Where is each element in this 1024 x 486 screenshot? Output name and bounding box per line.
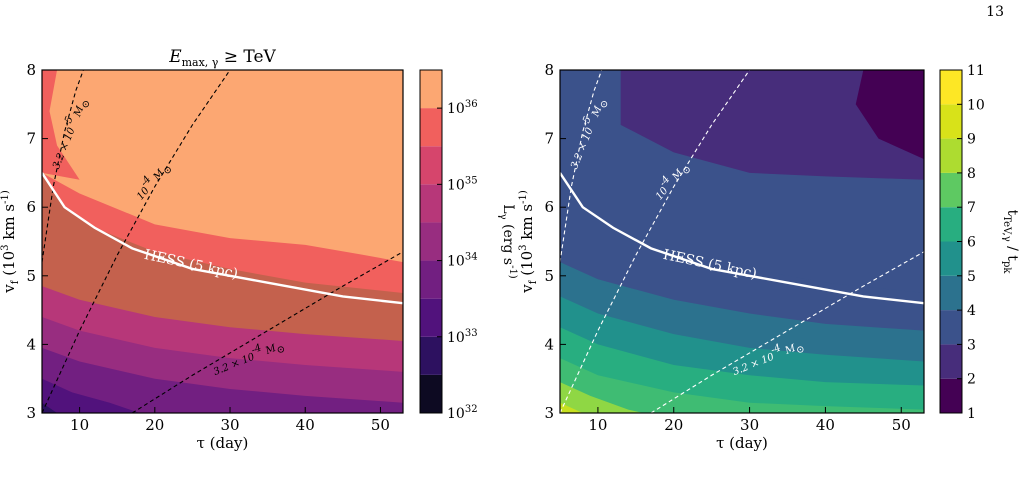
contour-fill-level-33 [42,378,140,413]
x-tick-label: 10 [70,416,89,434]
contour-fill-level-1 [855,70,924,160]
colorbar-tick-label: 3 [967,337,976,353]
colorbar-tick-label: 1 [967,406,976,422]
x-axis-label: τ (day) [716,434,768,452]
colorbar-tick-label: 1036​ [447,99,478,117]
colorbar-segment [940,172,962,208]
y-axis-label: vf (103 km s-1)​ [518,190,539,294]
colorbar-segment [420,298,442,337]
x-tick-label: 20 [145,416,164,434]
colorbar-segment [420,374,442,413]
colorbar-tick-label: 1032​ [447,404,478,422]
colorbar-segment [420,70,442,109]
y-tick-label: 7 [544,130,554,148]
colorbar-segment [940,344,962,379]
contour-fill-level-33.5 [42,347,403,413]
colorbar-segment [940,70,962,105]
panel-2: HESS (5 kpc)3.2 × 10-5 M⊙​10-4 M⊙​3.2 × … [518,61,1020,452]
colorbar-segment [420,260,442,299]
colorbar-label: tTeV,γ / tpk​ [1001,210,1020,275]
plot-frame [559,69,925,414]
plot-frame [41,69,404,414]
y-tick-label: 4 [544,335,554,353]
plot-area [560,70,924,413]
hess-curve [42,172,403,305]
y-tick-label: 6 [544,198,554,216]
chart-title: Emax, γ ≥ TeV [168,47,276,69]
colorbar-label: Lγ (erg s-1)​ [497,204,518,279]
colorbar-frame [419,69,443,414]
colorbar-segment [940,275,962,311]
colorbar-segment [940,207,962,242]
x-tick-label: 10 [588,416,607,434]
x-tick-label: 40 [816,416,835,434]
y-tick-label: 3 [26,404,36,422]
colorbar-segment [940,104,962,139]
colorbar-tick-label: 2 [967,372,976,388]
y-tick-label: 8 [26,61,36,79]
colorbar-segment [940,378,962,413]
contour-fill-level-8 [560,382,644,413]
page-number: 13 [986,4,1004,20]
x-tick-label: 40 [296,416,315,434]
plot-area [42,70,403,413]
y-tick-label: 3 [544,404,554,422]
mass-line-1 [42,70,84,263]
y-tick-label: 4 [26,335,36,353]
y-axis-label: vf (103 km s-1)​ [0,190,21,294]
x-axis-label: τ (day) [197,434,249,452]
y-tick-label: 7 [26,130,36,148]
colorbar-tick-label: 7 [967,200,976,216]
colorbar-tick-label: 1035​ [447,175,478,193]
colorbar-tick-label: 1033​ [447,328,478,346]
x-tick-label: 20 [664,416,683,434]
colorbar-segment [940,138,962,173]
contour-fill-level-2 [620,70,924,180]
mass-line-1 [560,70,603,263]
x-tick-label: 30 [220,416,239,434]
colorbar-segment [940,310,962,345]
colorbar: 1 2 3 4 5 6 7 8 9 10 11 tTeV,γ / tpk​ [939,63,1020,422]
panel-1: HESS (5 kpc)3.2 × 10-5 M⊙​10-4 M⊙​3.2 × … [0,47,518,452]
hess-curve [560,172,924,305]
mass-line-3 [131,251,403,413]
contour-fill-level-9 [560,402,583,413]
y-tick-label: 5 [544,267,554,285]
colorbar-segment [420,184,442,223]
contour-fill-level-7 [560,358,924,413]
colorbar: 1032​ 1033​ 1034​ 1035​ 1036​ Lγ (erg s-1)​ [419,69,518,422]
y-tick-label: 5 [26,267,36,285]
colorbar-tick-label: 5 [967,269,976,285]
colorbar-segment [420,108,442,147]
contour-fill-left-strip [42,70,80,180]
y-tick-label: 6 [26,198,36,216]
colorbar-tick-label: 8 [967,166,976,182]
colorbar-tick-label: 9 [967,132,976,148]
colorbar-segment [420,146,442,185]
y-tick-label: 8 [544,61,554,79]
colorbar-segment [940,241,962,276]
x-tick-label: 50 [892,416,911,434]
colorbar-segment [420,336,442,375]
mass-line-2 [42,70,231,413]
mass-line-2 [560,70,751,413]
colorbar-tick-label: 10 [967,97,985,113]
x-tick-label: 50 [371,416,390,434]
colorbar-tick-label: 4 [967,303,976,319]
colorbar-tick-label: 11 [967,63,985,79]
x-tick-label: 30 [740,416,759,434]
colorbar-tick-label: 1034​ [447,252,478,270]
colorbar-segment [420,222,442,261]
colorbar-tick-label: 6 [967,235,976,251]
